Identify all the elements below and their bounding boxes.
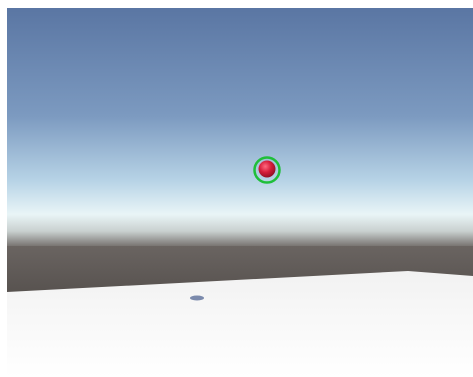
selection-ring bbox=[253, 156, 281, 184]
sky bbox=[7, 8, 473, 248]
ball-shadow bbox=[190, 295, 204, 301]
ball[interactable] bbox=[258, 160, 276, 178]
floor-plane bbox=[7, 271, 473, 377]
